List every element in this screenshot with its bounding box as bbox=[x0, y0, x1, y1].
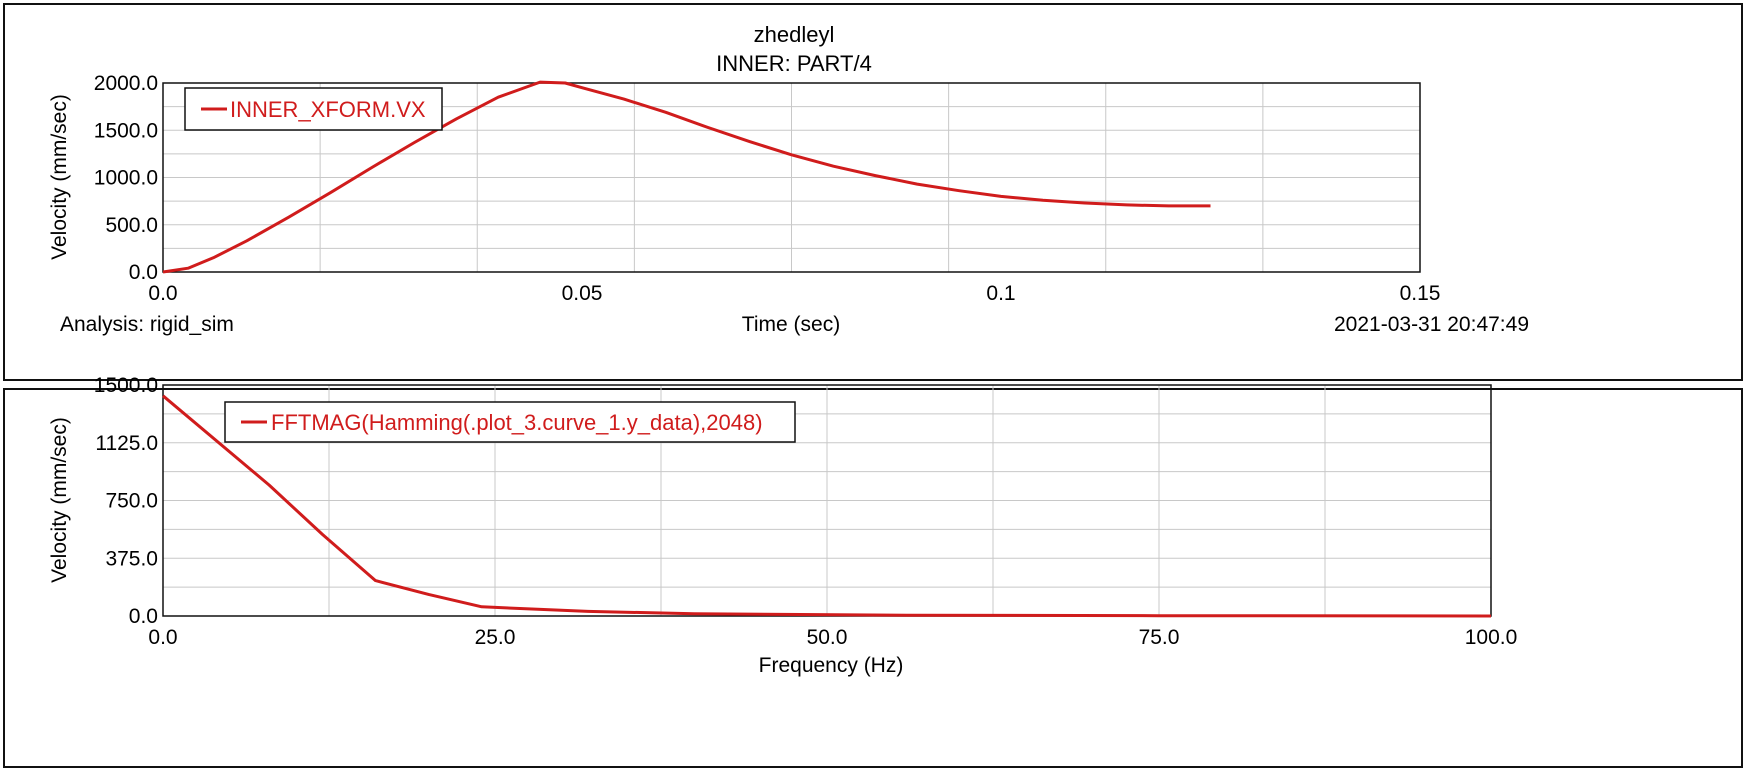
y-tick-label: 1000.0 bbox=[94, 167, 158, 190]
series-line bbox=[162, 394, 1492, 618]
analysis-label: Analysis: rigid_sim bbox=[60, 313, 234, 336]
legend-label: FFTMAG(Hamming(.plot_3.curve_1.y_data),2… bbox=[271, 410, 763, 435]
x-tick-labels: 0.0 25.0 50.0 75.0 100.0 bbox=[148, 626, 1517, 649]
y-tick-label: 1500.0 bbox=[94, 374, 158, 397]
x-tick-label: 75.0 bbox=[1139, 626, 1180, 649]
y-tick-labels: 0.0 375.0 750.0 1125.0 1500.0 bbox=[94, 374, 158, 628]
y-tick-label: 1125.0 bbox=[95, 432, 158, 455]
series-line bbox=[162, 80, 1211, 274]
chart-subtitle: INNER: PART/4 bbox=[716, 51, 872, 76]
y-axis-label: Velocity (mm/sec) bbox=[48, 417, 71, 583]
y-tick-label: 1500.0 bbox=[94, 119, 158, 142]
chart-panel-velocity-frequency: 0.0 375.0 750.0 1125.0 1500.0 0.0 25.0 50.0 75.… bbox=[3, 374, 1743, 768]
legend-box bbox=[184, 87, 443, 131]
x-tick-labels: 0.0 0.05 0.1 0.15 bbox=[148, 282, 1440, 305]
velocity-frequency-chart: 0.0 375.0 750.0 1125.0 1500.0 0.0 25.0 50.0 75.… bbox=[48, 374, 1517, 677]
y-tick-labels: 0.0 500.0 1000.0 1500.0 2000.0 bbox=[94, 72, 158, 284]
y-axis-label: Velocity (mm/sec) bbox=[48, 94, 71, 260]
plot-frame bbox=[162, 82, 1421, 273]
x-axis-label: Time (sec) bbox=[742, 313, 840, 336]
y-tick-label: 0.0 bbox=[129, 605, 158, 628]
legend-box bbox=[224, 401, 796, 443]
x-tick-label: 0.05 bbox=[562, 282, 603, 305]
velocity-time-chart: zhedleyl INNER: PART/4 0.0 500.0 1000.0 150… bbox=[48, 22, 1529, 336]
legend: FFTMAG(Hamming(.plot_3.curve_1.y_data),2… bbox=[224, 401, 796, 443]
timestamp: 2021-03-31 20:47:49 bbox=[1334, 313, 1529, 336]
x-tick-label: 50.0 bbox=[807, 626, 848, 649]
x-tick-label: 0.0 bbox=[148, 626, 177, 649]
x-tick-label: 25.0 bbox=[475, 626, 516, 649]
series-curves bbox=[162, 80, 1211, 274]
x-tick-label: 0.1 bbox=[986, 282, 1015, 305]
series-curves bbox=[162, 394, 1492, 618]
x-tick-label: 0.0 bbox=[148, 282, 177, 305]
y-tick-label: 750.0 bbox=[105, 490, 158, 513]
x-tick-label: 0.15 bbox=[1400, 282, 1441, 305]
y-tick-label: 2000.0 bbox=[94, 72, 158, 95]
y-tick-label: 0.0 bbox=[129, 261, 158, 284]
legend-label: INNER_XFORM.VX bbox=[230, 97, 426, 122]
y-tick-label: 375.0 bbox=[105, 547, 158, 570]
chart-panel-velocity-time: zhedleyl INNER: PART/4 0.0 500.0 1000.0 150… bbox=[3, 3, 1743, 381]
x-axis-label: Frequency (Hz) bbox=[759, 654, 904, 677]
chart-title: zhedleyl bbox=[754, 22, 835, 47]
legend: INNER_XFORM.VX bbox=[184, 87, 443, 131]
x-tick-label: 100.0 bbox=[1465, 626, 1518, 649]
y-tick-label: 500.0 bbox=[105, 214, 158, 237]
